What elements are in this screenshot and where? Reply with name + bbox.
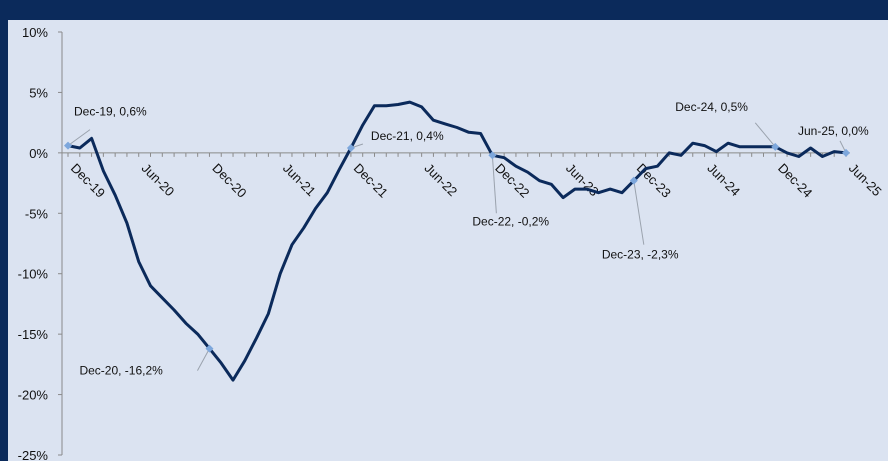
annotation-label: Jun-25, 0,0% [798,124,869,138]
annotation-marker [205,344,214,353]
y-tick-label: -25% [18,448,49,461]
y-tick-label: 10% [22,25,48,40]
annotation-label: Dec-24, 0,5% [675,100,748,114]
annotation-marker [629,176,638,185]
series-line [66,100,848,382]
chart-axes: 10%5%0%-5%-10%-15%-20%-25%Dec-19 Jun-20 De… [18,25,885,461]
annotation-label: Dec-19, 0,6% [74,105,147,119]
series-layer [66,100,848,382]
x-tick-label: Dec-22 [492,160,532,200]
annotation-marker [771,142,780,151]
y-tick-label: 5% [29,85,48,100]
x-tick-label: Jun-22 [422,160,461,199]
x-tick-label: Dec-20 [209,160,249,200]
y-tick-label: -10% [18,267,49,282]
annotation-leader [197,348,210,371]
annotation-leader [754,122,776,148]
y-tick-label: -20% [18,388,49,403]
chart-frame: 10% 5% 0% -5% -10% -15% -20% -25% Dec-19 Jun-20 De… [8,20,888,461]
annotation-marker [64,141,72,150]
y-tick-label: -5% [25,206,49,221]
x-tick-label: Dec-21 [351,160,391,200]
x-tick-label: Jun-24 [704,160,743,199]
annotation-label: Dec-22, -0,2% [472,214,549,228]
x-tick-label: Dec-24 [775,160,815,200]
annotation-leader [491,155,497,214]
annotation-layer: Dec-19, 0,6% Dec-20, -16,2% Dec-21, 0,4% De… [64,100,869,378]
annotation-marker [488,151,497,160]
annotation-label: Dec-21, 0,4% [371,129,444,143]
annotation-marker [842,148,850,157]
line-chart: 10%5%0%-5%-10%-15%-20%-25%Dec-19 Jun-20 De… [18,25,885,461]
annotation-label: Dec-20, -16,2% [79,364,163,378]
x-tick-label: Jun-20 [139,160,178,199]
y-tick-label: -15% [18,327,49,342]
annotation-marker [346,144,355,153]
y-tick-label: 0% [29,146,48,161]
x-tick-label: Jun-21 [280,160,319,199]
annotation-label: Dec-23, -2,3% [602,248,679,262]
annotation-leader [633,180,645,245]
x-tick-label: Jun-25 [846,160,885,199]
annotation-leader [67,129,91,147]
